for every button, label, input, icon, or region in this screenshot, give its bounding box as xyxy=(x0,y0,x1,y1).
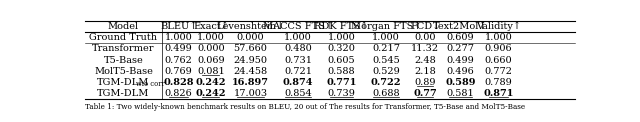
Text: Transformer: Transformer xyxy=(92,44,155,53)
Text: 0.771: 0.771 xyxy=(326,78,356,87)
Text: 0.828: 0.828 xyxy=(163,78,194,87)
Text: 1.000: 1.000 xyxy=(372,33,400,42)
Text: 0.906: 0.906 xyxy=(485,44,513,53)
Text: 24.458: 24.458 xyxy=(234,67,268,76)
Text: BLEU↑: BLEU↑ xyxy=(160,22,197,31)
Text: 2.48: 2.48 xyxy=(414,56,436,65)
Text: 0.242: 0.242 xyxy=(196,89,226,98)
Text: 0.739: 0.739 xyxy=(328,89,355,98)
Text: 0.529: 0.529 xyxy=(372,67,400,76)
Text: 0.762: 0.762 xyxy=(164,56,193,65)
Text: 0.731: 0.731 xyxy=(284,56,312,65)
Text: Ground Truth: Ground Truth xyxy=(90,33,157,42)
Text: 0.242: 0.242 xyxy=(196,78,226,87)
Text: 0.769: 0.769 xyxy=(165,67,193,76)
Text: 0.496: 0.496 xyxy=(447,67,474,76)
Text: Table 1: Two widely-known benchmark results on BLEU, 20 out of The results for T: Table 1: Two widely-known benchmark resu… xyxy=(85,103,525,111)
Text: 16.897: 16.897 xyxy=(232,78,269,87)
Text: 0.609: 0.609 xyxy=(447,33,474,42)
Text: 0.688: 0.688 xyxy=(372,89,400,98)
Text: 2.18: 2.18 xyxy=(414,67,436,76)
Text: 57.660: 57.660 xyxy=(234,44,268,53)
Text: 1.000: 1.000 xyxy=(328,33,355,42)
Text: 0.589: 0.589 xyxy=(445,78,476,87)
Text: 0.722: 0.722 xyxy=(371,78,401,87)
Text: 24.950: 24.950 xyxy=(234,56,268,65)
Text: 0.660: 0.660 xyxy=(485,56,513,65)
Text: Morgan FTS↑: Morgan FTS↑ xyxy=(351,22,421,31)
Text: 1.000: 1.000 xyxy=(165,33,193,42)
Text: 0.871: 0.871 xyxy=(483,89,514,98)
Text: 11.32: 11.32 xyxy=(411,44,439,53)
Text: 0.480: 0.480 xyxy=(284,44,312,53)
Text: 0.789: 0.789 xyxy=(484,78,513,87)
Text: 1.000: 1.000 xyxy=(484,33,513,42)
Text: 0.499: 0.499 xyxy=(447,56,474,65)
Text: 0.581: 0.581 xyxy=(447,89,474,98)
Text: 0.069: 0.069 xyxy=(197,56,225,65)
Text: 1.000: 1.000 xyxy=(197,33,225,42)
Text: 0.000: 0.000 xyxy=(237,33,264,42)
Text: TGM-DLM: TGM-DLM xyxy=(97,78,150,87)
Text: Levenshtein↓: Levenshtein↓ xyxy=(216,22,285,31)
Text: 0.499: 0.499 xyxy=(165,44,193,53)
Text: 0.89: 0.89 xyxy=(415,78,436,87)
Text: FCD↓: FCD↓ xyxy=(410,22,440,31)
Text: 0.826: 0.826 xyxy=(165,89,193,98)
Text: 1.000: 1.000 xyxy=(284,33,312,42)
Text: Model: Model xyxy=(108,22,139,31)
Text: 0.588: 0.588 xyxy=(328,67,355,76)
Text: 17.003: 17.003 xyxy=(234,89,268,98)
Text: 0.081: 0.081 xyxy=(197,67,225,76)
Text: TGM-DLM: TGM-DLM xyxy=(97,89,150,98)
Text: Validity↑: Validity↑ xyxy=(476,22,521,31)
Text: 0.854: 0.854 xyxy=(284,89,312,98)
Text: T5-Base: T5-Base xyxy=(104,56,143,65)
Text: Text2Mol↑: Text2Mol↑ xyxy=(433,22,488,31)
Text: 0.77: 0.77 xyxy=(413,89,437,98)
Text: MolT5-Base: MolT5-Base xyxy=(94,67,153,76)
Text: 0.545: 0.545 xyxy=(372,56,400,65)
Text: 0.217: 0.217 xyxy=(372,44,400,53)
Text: 0.00: 0.00 xyxy=(415,33,436,42)
Text: 0.605: 0.605 xyxy=(328,56,355,65)
Text: 0.874: 0.874 xyxy=(283,78,313,87)
Text: wio corr: wio corr xyxy=(136,80,165,88)
Text: 0.000: 0.000 xyxy=(197,44,225,53)
Text: 0.721: 0.721 xyxy=(284,67,312,76)
Text: 0.772: 0.772 xyxy=(484,67,513,76)
Text: 0.277: 0.277 xyxy=(447,44,474,53)
Text: RDK FTS↑: RDK FTS↑ xyxy=(314,22,369,31)
Text: 0.320: 0.320 xyxy=(328,44,355,53)
Text: Exact↑: Exact↑ xyxy=(193,22,229,31)
Text: MACCS FTS↑: MACCS FTS↑ xyxy=(263,22,333,31)
